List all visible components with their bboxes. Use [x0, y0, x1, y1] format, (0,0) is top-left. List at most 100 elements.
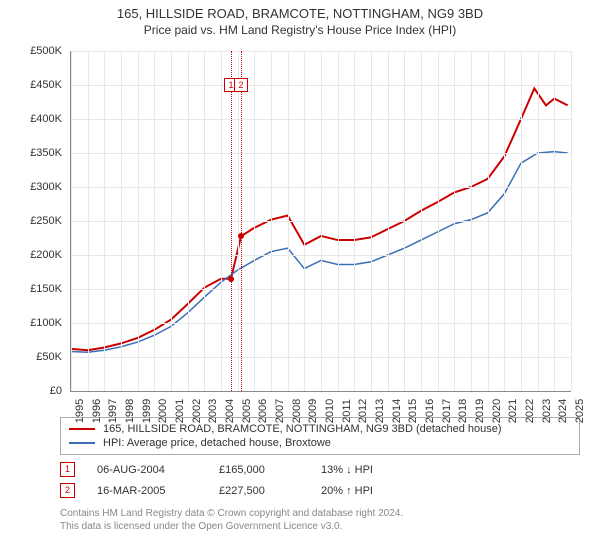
x-axis-label: 2007	[274, 399, 286, 423]
gridline-v	[254, 51, 255, 391]
gridline-v	[204, 51, 205, 391]
legend-item-hpi: HPI: Average price, detached house, Brox…	[69, 436, 571, 450]
legend-label: 165, HILLSIDE ROAD, BRAMCOTE, NOTTINGHAM…	[103, 423, 502, 435]
gridline-v	[288, 51, 289, 391]
y-axis-label: £350K	[30, 147, 62, 159]
x-axis-label: 2005	[241, 399, 253, 423]
gridline-v	[454, 51, 455, 391]
gridline-v	[554, 51, 555, 391]
y-axis-label: £250K	[30, 215, 62, 227]
gridline-v	[88, 51, 89, 391]
x-axis-label: 2021	[507, 399, 519, 423]
gridline-v	[154, 51, 155, 391]
event-pct: 13% ↓ HPI	[321, 464, 431, 476]
event-row: 2 16-MAR-2005 £227,500 20% ↑ HPI	[60, 480, 580, 501]
gridline-v	[438, 51, 439, 391]
event-date: 16-MAR-2005	[97, 485, 197, 497]
x-axis-label: 2009	[307, 399, 319, 423]
x-axis-label: 2010	[324, 399, 336, 423]
event-index: 2	[60, 483, 75, 498]
chart-title: 165, HILLSIDE ROAD, BRAMCOTE, NOTTINGHAM…	[0, 0, 600, 21]
x-axis-label: 2008	[291, 399, 303, 423]
x-axis-label: 2017	[441, 399, 453, 423]
x-axis-label: 2012	[357, 399, 369, 423]
gridline-v	[238, 51, 239, 391]
gridline-v	[321, 51, 322, 391]
x-axis-label: 1999	[141, 399, 153, 423]
x-axis-label: 1997	[107, 399, 119, 423]
x-axis-label: 1996	[91, 399, 103, 423]
x-axis-label: 2014	[391, 399, 403, 423]
gridline-v	[71, 51, 72, 391]
event-price: £165,000	[219, 464, 299, 476]
event-index: 1	[60, 462, 75, 477]
gridline-v	[271, 51, 272, 391]
y-axis-label: £100K	[30, 317, 62, 329]
gridline-v	[538, 51, 539, 391]
credit-line: Contains HM Land Registry data © Crown c…	[60, 507, 580, 520]
gridline-v	[138, 51, 139, 391]
x-axis-label: 2001	[174, 399, 186, 423]
gridline-v	[571, 51, 572, 391]
event-pct: 20% ↑ HPI	[321, 485, 431, 497]
event-dot	[238, 233, 244, 239]
gridline-v	[221, 51, 222, 391]
y-axis-label: £50K	[36, 351, 62, 363]
gridline-v	[338, 51, 339, 391]
x-axis-label: 2024	[557, 399, 569, 423]
legend-item-property: 165, HILLSIDE ROAD, BRAMCOTE, NOTTINGHAM…	[69, 422, 571, 436]
plot-area: 12	[70, 51, 571, 392]
x-axis-label: 2016	[424, 399, 436, 423]
gridline-v	[354, 51, 355, 391]
gridline-v	[504, 51, 505, 391]
x-axis-label: 2003	[207, 399, 219, 423]
x-axis-label: 2023	[541, 399, 553, 423]
legend-swatch	[69, 442, 95, 444]
credit-line: This data is licensed under the Open Gov…	[60, 520, 580, 533]
chart-area: 12 £0 £50K £100K £150K £200K £250K £300K £350K £…	[20, 41, 580, 411]
event-table: 1 06-AUG-2004 £165,000 13% ↓ HPI 2 16-MAR-200…	[60, 459, 580, 501]
gridline-v	[421, 51, 422, 391]
gridline-v	[171, 51, 172, 391]
series-line-property	[71, 88, 568, 350]
event-vline	[231, 51, 232, 391]
x-axis-label: 2004	[224, 399, 236, 423]
event-row: 1 06-AUG-2004 £165,000 13% ↓ HPI	[60, 459, 580, 480]
x-axis-label: 2013	[374, 399, 386, 423]
event-marker: 2	[234, 78, 248, 92]
event-date: 06-AUG-2004	[97, 464, 197, 476]
gridline-v	[188, 51, 189, 391]
y-axis-label: £400K	[30, 113, 62, 125]
x-axis-label: 2000	[157, 399, 169, 423]
gridline-v	[121, 51, 122, 391]
x-axis-label: 2018	[457, 399, 469, 423]
event-price: £227,500	[219, 485, 299, 497]
gridline-v	[404, 51, 405, 391]
gridline-v	[488, 51, 489, 391]
gridline-v	[304, 51, 305, 391]
credit-text: Contains HM Land Registry data © Crown c…	[60, 507, 580, 533]
gridline-v	[388, 51, 389, 391]
x-axis-label: 2019	[474, 399, 486, 423]
x-axis-label: 2006	[257, 399, 269, 423]
gridline-v	[371, 51, 372, 391]
gridline-v	[471, 51, 472, 391]
chart-subtitle: Price paid vs. HM Land Registry's House …	[0, 21, 600, 41]
y-axis-label: £300K	[30, 181, 62, 193]
x-axis-label: 2020	[491, 399, 503, 423]
event-dot	[228, 276, 234, 282]
y-axis-label: £150K	[30, 283, 62, 295]
legend-swatch	[69, 428, 95, 430]
y-axis-label: £200K	[30, 249, 62, 261]
legend-label: HPI: Average price, detached house, Brox…	[103, 437, 331, 449]
y-axis-label: £450K	[30, 79, 62, 91]
x-axis-label: 2022	[524, 399, 536, 423]
y-axis-label: £0	[50, 385, 62, 397]
event-vline	[241, 51, 242, 391]
gridline-v	[104, 51, 105, 391]
y-axis-label: £500K	[30, 45, 62, 57]
x-axis-label: 2011	[341, 399, 353, 423]
gridline-v	[521, 51, 522, 391]
x-axis-label: 1998	[124, 399, 136, 423]
x-axis-label: 2025	[574, 399, 586, 423]
